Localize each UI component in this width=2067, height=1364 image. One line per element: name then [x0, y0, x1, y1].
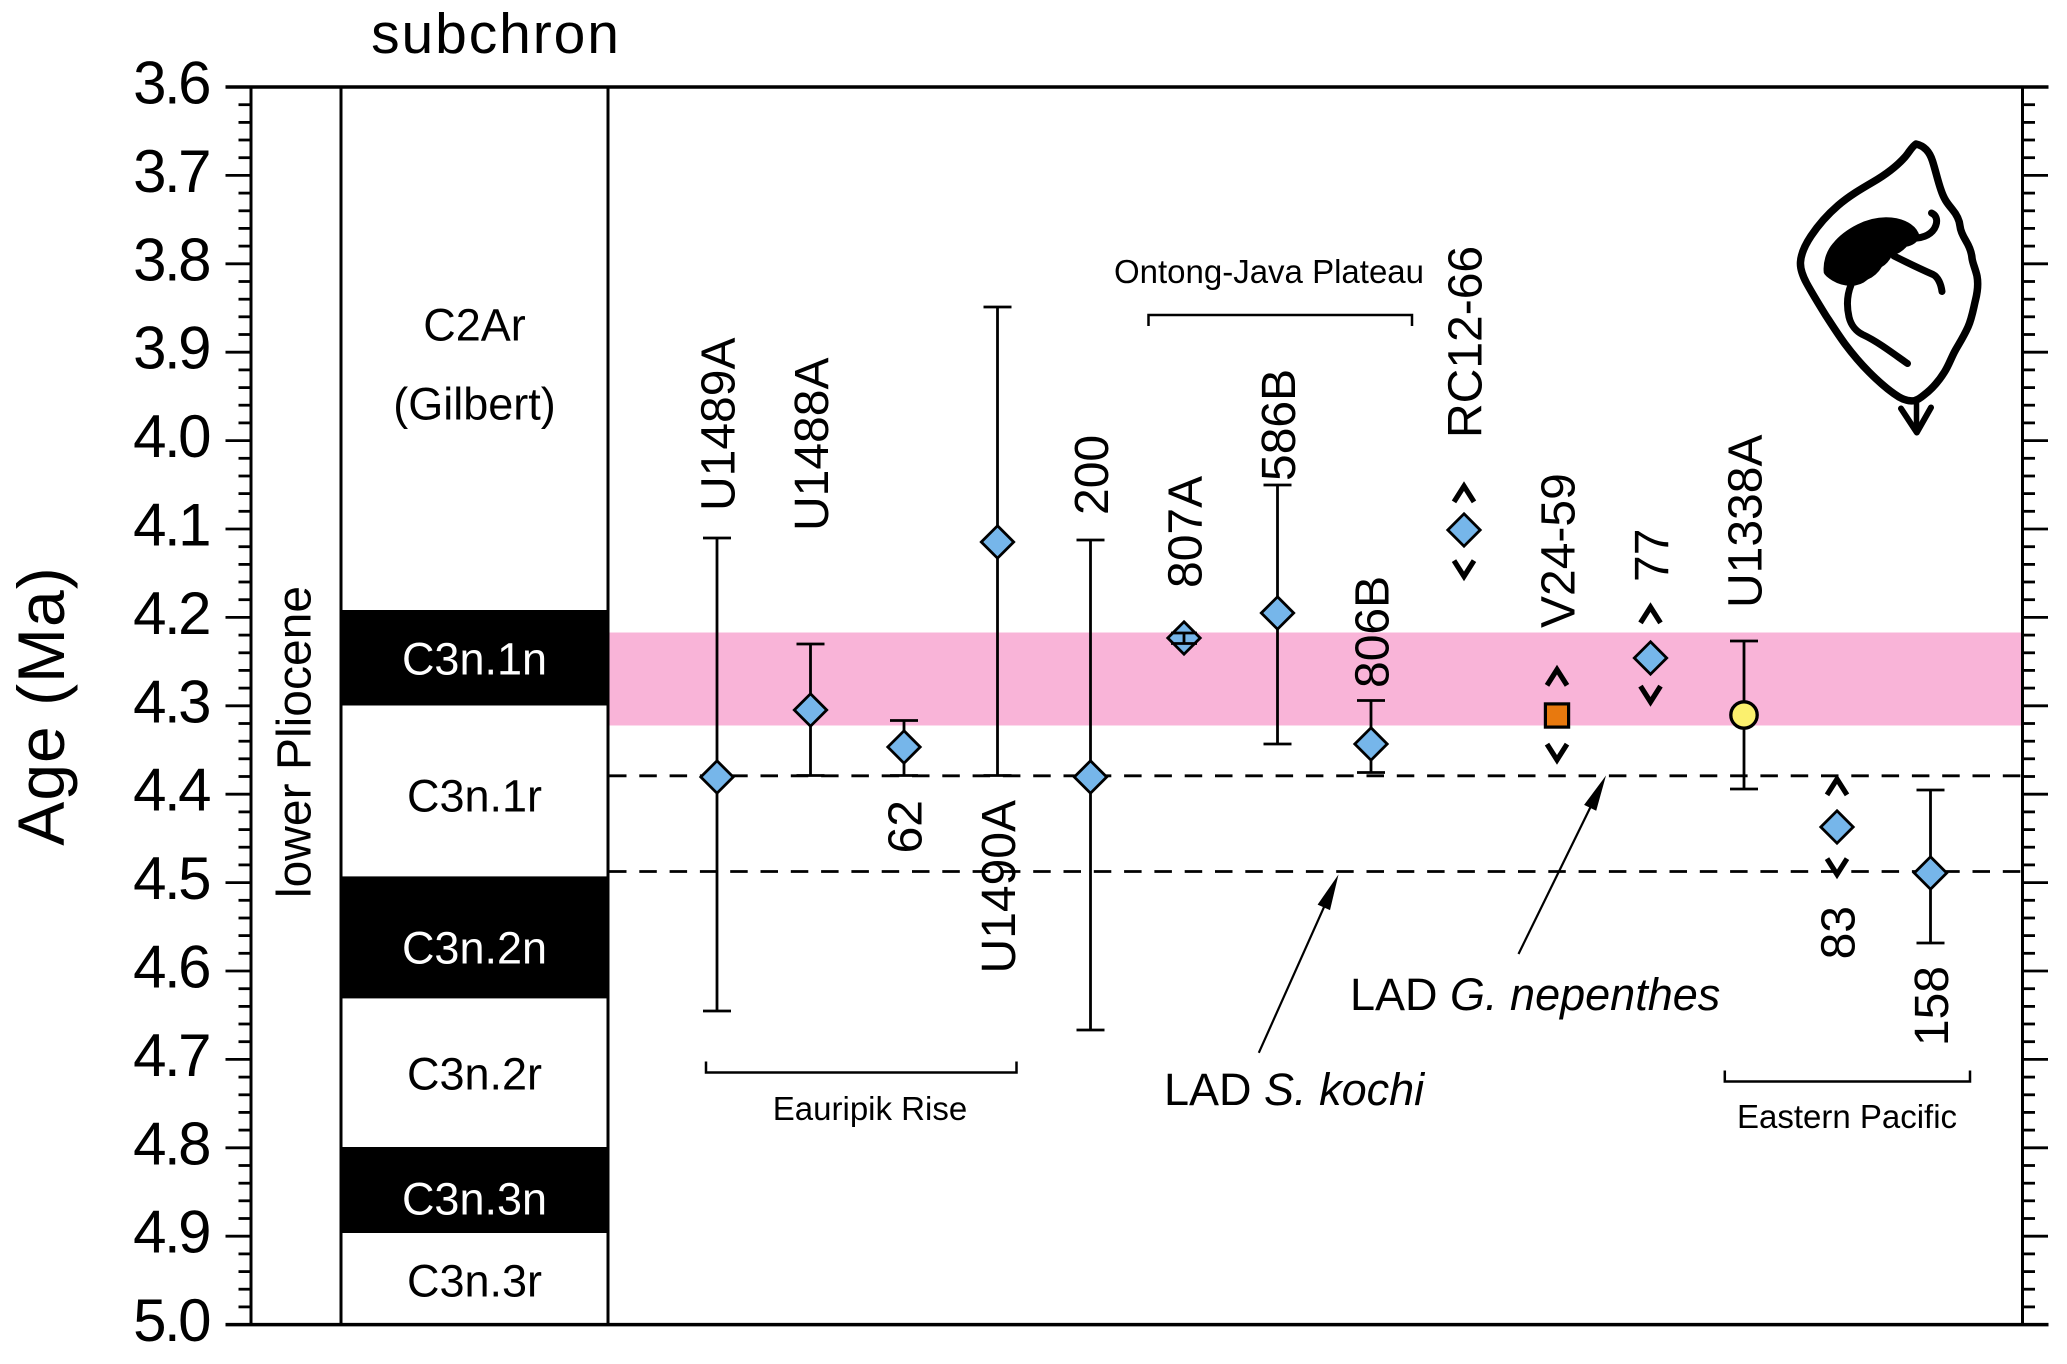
svg-text:158: 158	[1906, 966, 1959, 1046]
svg-text:806B: 806B	[1346, 576, 1399, 688]
svg-text:4.3: 4.3	[133, 668, 209, 735]
svg-text:4.0: 4.0	[133, 403, 210, 470]
svg-text:4.9: 4.9	[133, 1199, 209, 1266]
svg-text:LAD S. kochi: LAD S. kochi	[1164, 1064, 1426, 1115]
svg-text:83: 83	[1812, 906, 1865, 959]
svg-text:RC12-66: RC12-66	[1439, 246, 1492, 438]
svg-text:807A: 807A	[1159, 476, 1212, 588]
svg-text:U1338A: U1338A	[1719, 435, 1772, 608]
svg-text:C3n.3r: C3n.3r	[407, 1256, 542, 1307]
svg-text:4.7: 4.7	[133, 1022, 209, 1089]
svg-text:C3n.3n: C3n.3n	[402, 1174, 547, 1225]
svg-text:C3n.2n: C3n.2n	[402, 923, 547, 974]
svg-text:3.6: 3.6	[133, 50, 209, 117]
svg-text:4.5: 4.5	[133, 845, 209, 912]
svg-text:5.0: 5.0	[133, 1287, 210, 1354]
svg-text:Age (Ma): Age (Ma)	[4, 566, 78, 845]
svg-text:subchron: subchron	[371, 2, 621, 66]
svg-text:V24-59: V24-59	[1532, 473, 1585, 628]
svg-text:586B: 586B	[1253, 369, 1306, 481]
svg-text:lower Pliocene: lower Pliocene	[269, 586, 322, 898]
svg-text:C2Ar: C2Ar	[423, 300, 526, 351]
svg-text:62: 62	[879, 800, 932, 853]
svg-text:4.8: 4.8	[133, 1110, 209, 1177]
svg-text:Eastern Pacific: Eastern Pacific	[1737, 1098, 1957, 1135]
svg-text:C3n.2r: C3n.2r	[407, 1049, 542, 1100]
svg-text:4.2: 4.2	[133, 580, 209, 647]
svg-text:77: 77	[1626, 529, 1679, 582]
svg-text:LAD G. nepenthes: LAD G. nepenthes	[1350, 969, 1720, 1020]
svg-text:U1488A: U1488A	[786, 358, 839, 531]
svg-text:4.1: 4.1	[133, 492, 209, 559]
svg-text:3.7: 3.7	[133, 138, 209, 205]
svg-text:(Gilbert): (Gilbert)	[393, 379, 556, 430]
svg-text:U1490A: U1490A	[973, 800, 1026, 973]
svg-text:U1489A: U1489A	[692, 338, 745, 511]
svg-text:C3n.1r: C3n.1r	[407, 771, 542, 822]
svg-text:3.8: 3.8	[133, 226, 209, 293]
svg-text:C3n.1n: C3n.1n	[402, 634, 547, 685]
svg-text:200: 200	[1066, 435, 1119, 515]
svg-text:4.6: 4.6	[133, 934, 209, 1001]
svg-text:4.4: 4.4	[133, 757, 210, 824]
svg-text:Eauripik Rise: Eauripik Rise	[773, 1090, 967, 1127]
svg-text:Ontong-Java Plateau: Ontong-Java Plateau	[1114, 253, 1424, 290]
svg-text:3.9: 3.9	[133, 315, 209, 382]
